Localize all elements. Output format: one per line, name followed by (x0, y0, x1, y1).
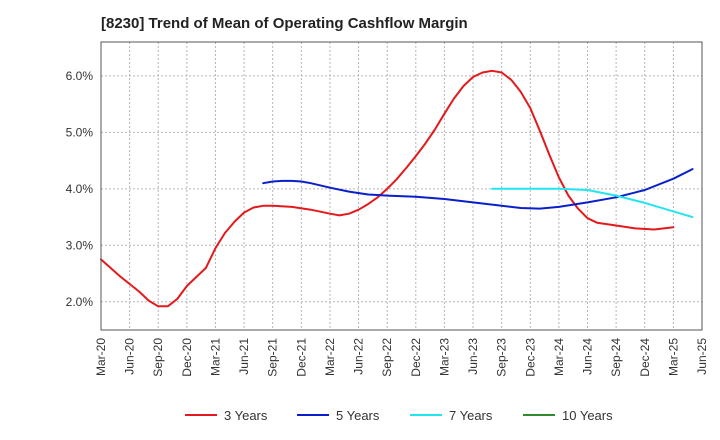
x-tick-label: Sep-24 (609, 338, 623, 377)
y-tick-label: 2.0% (66, 295, 94, 309)
x-tick-label: Mar-22 (323, 338, 337, 376)
x-tick-label: Jun-25 (695, 338, 709, 375)
x-tick-label: Dec-21 (294, 338, 308, 377)
chart-title: [8230] Trend of Mean of Operating Cashfl… (101, 15, 468, 32)
x-tick-label: Dec-20 (180, 338, 194, 377)
x-tick-label: Dec-22 (409, 338, 423, 377)
series-lines (100, 69, 694, 308)
y-tick-label: 6.0% (66, 69, 94, 83)
x-tick-label: Sep-21 (266, 338, 280, 377)
x-tick-label: Sep-22 (380, 338, 394, 377)
y-axis-tick-labels: 2.0% 3.0% 4.0% 5.0% 6.0% (66, 69, 94, 309)
x-tick-label: Dec-24 (638, 338, 652, 377)
x-tick-label: Jun-22 (352, 338, 366, 375)
x-tick-label: Jun-24 (581, 338, 595, 375)
x-tick-label: Sep-20 (151, 338, 165, 377)
x-tick-label: Jun-21 (237, 338, 251, 375)
y-tick-label: 5.0% (66, 125, 94, 139)
legend-label-5-years: 5 Years (336, 408, 380, 423)
x-tick-label: Dec-23 (523, 338, 537, 377)
x-axis-tick-labels: Mar-20 Jun-20 Sep-20 Dec-20 Mar-21 Jun-21 Sep-… (94, 338, 709, 377)
x-tick-label: Mar-24 (552, 338, 566, 376)
plot-area-frame (100, 41, 703, 331)
legend: 3 Years 5 Years 7 Years 10 Years (185, 408, 613, 423)
x-tick-label: Mar-21 (208, 338, 222, 376)
series-line-5-years (262, 168, 694, 210)
x-tick-label: Sep-23 (495, 338, 509, 377)
y-tick-label: 3.0% (66, 238, 94, 252)
legend-label-3-years: 3 Years (224, 408, 268, 423)
x-tick-label: Mar-20 (94, 338, 108, 376)
x-tick-label: Mar-25 (666, 338, 680, 376)
x-tick-label: Jun-20 (123, 338, 137, 375)
y-tick-label: 4.0% (66, 182, 94, 196)
series-line-3-years (100, 69, 675, 308)
x-tick-label: Jun-23 (466, 338, 480, 375)
legend-label-7-years: 7 Years (449, 408, 493, 423)
series-line-7-years (491, 187, 694, 219)
x-tick-label: Mar-23 (437, 338, 451, 376)
grid-lines (100, 42, 703, 330)
legend-label-10-years: 10 Years (562, 408, 613, 423)
